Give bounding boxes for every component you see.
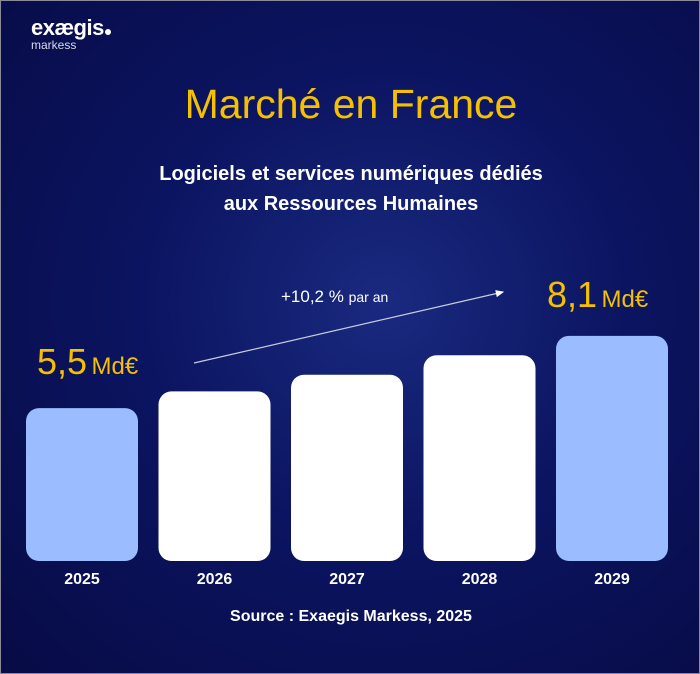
logo: exægis markess bbox=[31, 15, 111, 52]
end-unit: Md€ bbox=[601, 286, 649, 313]
start-value-label: 5,5 Md€ bbox=[37, 341, 138, 383]
end-value: 8,1 bbox=[547, 274, 598, 315]
growth-value: +10,2 % bbox=[281, 287, 344, 306]
x-tick-label: 2028 bbox=[462, 571, 498, 588]
chart-subtitle: Logiciels et services numériques dédiés … bbox=[1, 159, 699, 219]
x-tick-label: 2027 bbox=[329, 571, 365, 588]
bar-2027 bbox=[291, 374, 403, 561]
x-tick-label: 2025 bbox=[64, 571, 100, 588]
bar-2029 bbox=[556, 335, 668, 561]
bar-2028 bbox=[423, 355, 536, 561]
bar-2026 bbox=[158, 391, 271, 561]
subtitle-line-1: Logiciels et services numériques dédiés bbox=[159, 163, 543, 185]
start-unit: Md€ bbox=[91, 353, 139, 380]
bar-2025 bbox=[26, 408, 138, 561]
start-value: 5,5 bbox=[37, 341, 88, 382]
source-note: Source : Exaegis Markess, 2025 bbox=[230, 608, 472, 625]
growth-label: +10,2 % par an bbox=[281, 287, 388, 307]
x-tick-label: 2026 bbox=[197, 571, 233, 588]
chart-title: Marché en France bbox=[184, 81, 518, 127]
growth-suffix: par an bbox=[348, 289, 389, 305]
logo-brand: exægis bbox=[31, 15, 104, 40]
logo-dot-icon bbox=[104, 29, 111, 35]
growth-arrow-icon bbox=[193, 290, 505, 364]
logo-sub: markess bbox=[31, 38, 77, 52]
x-tick-label: 2029 bbox=[594, 571, 630, 588]
end-value-label: 8,1 Md€ bbox=[547, 274, 648, 316]
subtitle-line-2: aux Ressources Humaines bbox=[223, 193, 479, 215]
